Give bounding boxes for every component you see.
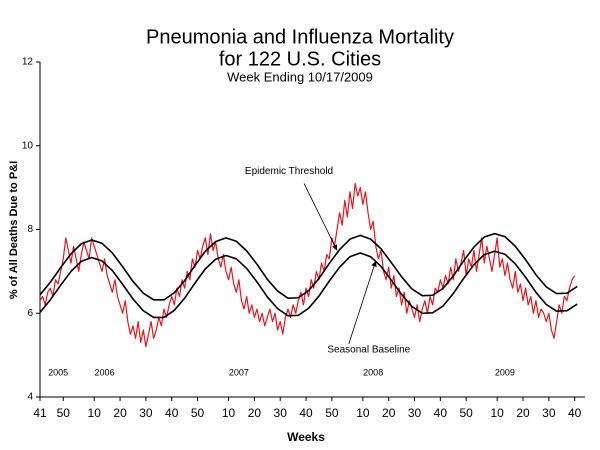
annotation-arrow bbox=[303, 183, 338, 251]
x-tick-label: 10 bbox=[491, 406, 505, 420]
data-line bbox=[39, 182, 576, 348]
chart-title: Pneumonia and Influenza Mortality bbox=[146, 26, 454, 48]
x-tick-label: 50 bbox=[325, 406, 339, 420]
x-tick-label: 30 bbox=[542, 406, 556, 420]
x-tick-label: 50 bbox=[191, 406, 205, 420]
x-tick-label: 40 bbox=[299, 406, 313, 420]
x-tick-label: 40 bbox=[434, 406, 448, 420]
y-tick-label: 4 bbox=[27, 392, 33, 403]
annotation-arrow bbox=[348, 260, 377, 345]
year-label: 2009 bbox=[495, 367, 515, 377]
x-tick-label: 20 bbox=[248, 406, 262, 420]
data-line bbox=[39, 250, 578, 319]
x-tick-label: 10 bbox=[356, 406, 370, 420]
x-tick-label: 20 bbox=[113, 406, 127, 420]
chart-subtitle: Week Ending 10/17/2009 bbox=[227, 69, 373, 84]
x-tick-label: 30 bbox=[274, 406, 288, 420]
y-tick-label: 12 bbox=[22, 57, 34, 68]
year-label: 2005 bbox=[48, 367, 68, 377]
year-label: 2007 bbox=[229, 367, 249, 377]
year-label: 2006 bbox=[95, 367, 115, 377]
x-tick-label: 30 bbox=[139, 406, 153, 420]
x-tick-label: 10 bbox=[88, 406, 102, 420]
x-axis-label: Weeks bbox=[287, 430, 325, 444]
y-tick-label: 10 bbox=[22, 140, 34, 151]
y-axis-label: % of All Deaths Due to P&I bbox=[8, 161, 20, 299]
annotation-label: Seasonal Baseline bbox=[327, 345, 410, 356]
x-tick-label: 50 bbox=[57, 406, 71, 420]
y-tick-label: 6 bbox=[27, 308, 33, 319]
x-tick-label: 30 bbox=[408, 406, 422, 420]
x-tick-label: 40 bbox=[568, 406, 582, 420]
x-tick-label: 41 bbox=[33, 406, 47, 420]
x-tick-label: 50 bbox=[460, 406, 474, 420]
x-tick-label: 20 bbox=[382, 406, 396, 420]
data-line bbox=[39, 232, 578, 301]
x-tick-label: 10 bbox=[222, 406, 236, 420]
year-label: 2008 bbox=[363, 367, 383, 377]
x-tick-label: 40 bbox=[165, 406, 179, 420]
x-tick-label: 20 bbox=[516, 406, 530, 420]
y-tick-label: 8 bbox=[27, 224, 33, 235]
chart-title: for 122 U.S. Cities bbox=[219, 48, 381, 70]
annotation-label: Epidemic Threshold bbox=[245, 166, 333, 177]
